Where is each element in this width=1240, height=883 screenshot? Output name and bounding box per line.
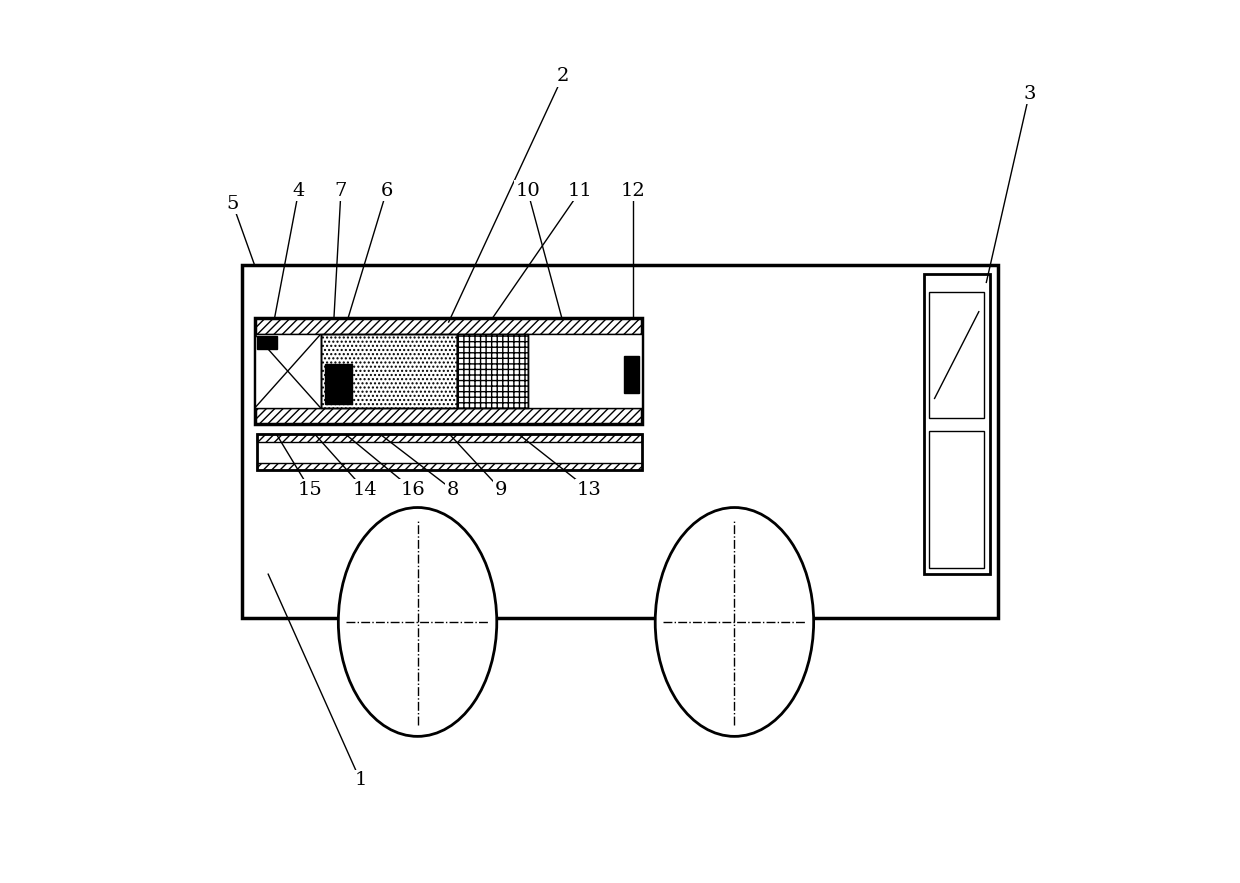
Text: 5: 5 <box>227 195 239 213</box>
Text: 16: 16 <box>401 481 425 499</box>
Bar <box>258 434 642 442</box>
Bar <box>254 318 642 424</box>
Bar <box>258 336 277 349</box>
Bar <box>321 334 458 408</box>
Bar <box>458 334 527 408</box>
Text: 13: 13 <box>577 481 601 499</box>
Text: 10: 10 <box>515 182 539 200</box>
Bar <box>321 334 458 408</box>
Text: 3: 3 <box>1023 85 1035 102</box>
Text: 15: 15 <box>298 481 322 499</box>
Ellipse shape <box>655 508 813 736</box>
Bar <box>929 431 985 569</box>
Bar <box>458 334 527 408</box>
Bar <box>325 364 351 404</box>
Bar <box>242 266 998 617</box>
Bar <box>929 292 985 418</box>
Bar <box>254 334 321 408</box>
Text: 12: 12 <box>621 182 646 200</box>
Bar <box>527 334 642 408</box>
Text: 1: 1 <box>355 772 367 789</box>
Text: 4: 4 <box>293 182 305 200</box>
Text: 9: 9 <box>495 481 507 499</box>
Bar <box>254 318 642 334</box>
Bar <box>254 408 642 424</box>
Bar <box>254 318 642 424</box>
Text: 7: 7 <box>335 182 347 200</box>
Text: 8: 8 <box>446 481 459 499</box>
Text: 11: 11 <box>568 182 593 200</box>
Bar <box>258 434 642 470</box>
Bar <box>242 266 998 617</box>
Ellipse shape <box>339 508 497 736</box>
Bar <box>258 434 642 470</box>
Text: 14: 14 <box>352 481 377 499</box>
Bar <box>924 275 990 574</box>
Text: 2: 2 <box>557 67 569 85</box>
Text: 6: 6 <box>381 182 393 200</box>
Bar <box>624 357 640 393</box>
Bar <box>258 463 642 470</box>
